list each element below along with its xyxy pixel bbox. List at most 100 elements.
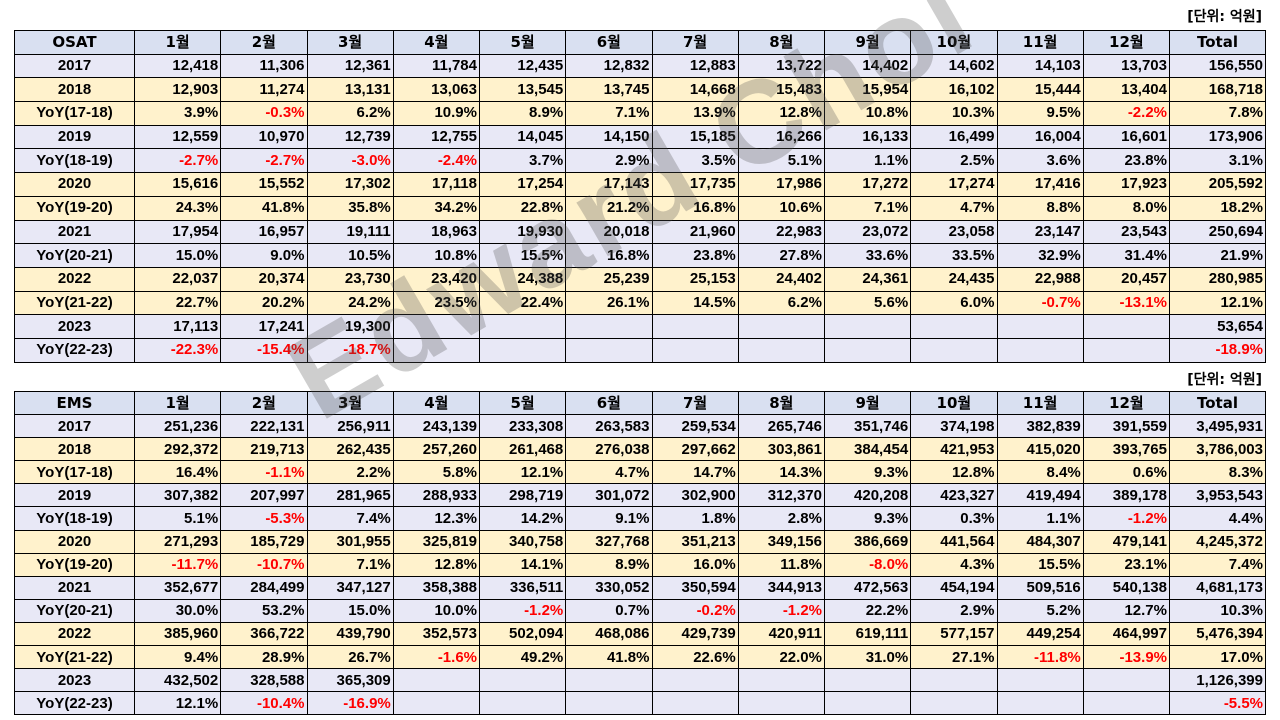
table-row: 2022 22,037 20,374 23,730 23,420 24,388 25,239… [14, 266, 1266, 292]
row-label: 2022 [14, 266, 135, 292]
table-cell: 3.6% [996, 148, 1084, 174]
table-cell: 7.1% [306, 552, 394, 577]
table-cell: 15,444 [996, 77, 1084, 103]
table-row: 2019 12,559 10,970 12,739 12,755 14,045 14,150… [14, 124, 1266, 150]
table-cell: 13,722 [737, 53, 826, 79]
table-cell: 33.5% [910, 243, 998, 268]
ems-header-cell: 3월 [306, 390, 394, 416]
table-cell: 168,718 [1169, 77, 1266, 103]
table-cell: 13.9% [651, 101, 739, 126]
osat-table: OSAT 1월 2월 3월 4월 5월 6월 7월 8월 9월 10월 11월 12월 Total 201… [14, 30, 1266, 363]
table-cell: 5.6% [823, 290, 912, 316]
table-cell: 303,861 [737, 437, 826, 462]
table-cell: 1.8% [651, 506, 739, 531]
table-cell [651, 314, 739, 339]
table-cell: 23,072 [823, 219, 912, 245]
table-cell: 17,416 [996, 172, 1084, 197]
table-cell: 251,236 [133, 414, 222, 439]
table-cell: 17,118 [392, 172, 481, 197]
table-cell: 31.4% [1082, 243, 1171, 268]
table-cell: 479,141 [1082, 529, 1171, 554]
table-cell: 16,004 [996, 124, 1084, 150]
table-cell: 17,986 [737, 172, 826, 197]
table-cell: 18.2% [1169, 195, 1266, 221]
table-cell: 15.0% [306, 598, 394, 623]
table-cell [1082, 668, 1171, 693]
table-cell: 280,985 [1169, 266, 1266, 292]
table-cell: 15.0% [133, 243, 222, 268]
table-cell: 24,361 [823, 266, 912, 292]
table-row: 2021 352,677 284,499 347,127 358,388 336,511 3… [14, 575, 1266, 600]
table-row: YoY(22-23) 12.1% -10.4% -16.9% -5.5% [14, 691, 1266, 716]
table-cell: 21,960 [651, 219, 739, 245]
table-cell: 263,583 [565, 414, 653, 439]
table-cell: 243,139 [392, 414, 481, 439]
table-cell: 219,713 [220, 437, 308, 462]
table-cell: 540,138 [1082, 575, 1171, 600]
table-cell: -22.3% [133, 337, 222, 363]
row-label: YoY(21-22) [14, 290, 135, 316]
table-cell: 250,694 [1169, 219, 1266, 245]
table-cell: 30.0% [133, 598, 222, 623]
table-cell: 27.8% [737, 243, 826, 268]
ems-header-cell: 9월 [823, 390, 912, 416]
table-cell: 276,038 [565, 437, 653, 462]
table-cell: 284,499 [220, 575, 308, 600]
table-cell: 12.8% [910, 460, 998, 485]
osat-header-cell: 2월 [220, 30, 308, 55]
table-cell: -1.2% [1082, 506, 1171, 531]
table-cell: 24.2% [306, 290, 394, 316]
table-cell: 484,307 [996, 529, 1084, 554]
table-cell: 262,435 [306, 437, 394, 462]
table-cell: 14,103 [996, 53, 1084, 79]
table-cell: 5.1% [133, 506, 222, 531]
table-cell: 4.7% [910, 195, 998, 221]
osat-header-cell: Total [1169, 30, 1266, 55]
table-cell: 12,418 [133, 53, 222, 79]
ems-header-cell: 7월 [651, 390, 739, 416]
table-cell: 386,669 [823, 529, 912, 554]
table-cell [823, 668, 912, 693]
row-label: 2019 [14, 483, 135, 508]
table-cell: 31.0% [823, 645, 912, 670]
table-row: 2021 17,954 16,957 19,111 18,963 19,930 20,018… [14, 219, 1266, 245]
table-cell: 502,094 [478, 621, 567, 647]
table-cell: 17.0% [1169, 645, 1266, 670]
table-row: 2019 307,382 207,997 281,965 288,933 298,719 3… [14, 483, 1266, 508]
table-cell [910, 337, 998, 363]
table-cell: 3.9% [133, 101, 222, 126]
table-cell: 0.3% [910, 506, 998, 531]
table-cell: 288,933 [392, 483, 481, 508]
ems-header-cell: 12월 [1082, 390, 1171, 416]
table-cell: 265,746 [737, 414, 826, 439]
table-cell: 14,150 [565, 124, 653, 150]
table-cell [823, 691, 912, 716]
table-cell: 8.4% [996, 460, 1084, 485]
osat-header-cell: 3월 [306, 30, 394, 55]
table-cell: 9.0% [220, 243, 308, 268]
table-cell [478, 337, 567, 363]
table-cell: 259,534 [651, 414, 739, 439]
table-cell: 15.5% [478, 243, 567, 268]
table-cell [651, 691, 739, 716]
table-cell: 1.1% [996, 506, 1084, 531]
table-cell: 432,502 [133, 668, 222, 693]
table-cell: 41.8% [565, 645, 653, 670]
table-cell: 327,768 [565, 529, 653, 554]
table-cell: 7.4% [306, 506, 394, 531]
table-cell: 21.2% [565, 195, 653, 221]
table-cell: 5.2% [996, 598, 1084, 623]
table-cell: 385,960 [133, 621, 222, 647]
table-cell: 10.6% [737, 195, 826, 221]
table-cell: 19,300 [306, 314, 394, 339]
table-cell: 16,133 [823, 124, 912, 150]
table-cell: 15,616 [133, 172, 222, 197]
table-cell: 12,435 [478, 53, 567, 79]
table-cell: 28.9% [220, 645, 308, 670]
table-cell: 22.8% [478, 195, 567, 221]
table-cell: 3,786,003 [1169, 437, 1266, 462]
osat-header-cell: 7월 [651, 30, 739, 55]
table-row: YoY(20-21) 30.0% 53.2% 15.0% 10.0% -1.2% 0.7% -… [14, 598, 1266, 623]
table-cell: 14.2% [478, 506, 567, 531]
table-cell: 271,293 [133, 529, 222, 554]
